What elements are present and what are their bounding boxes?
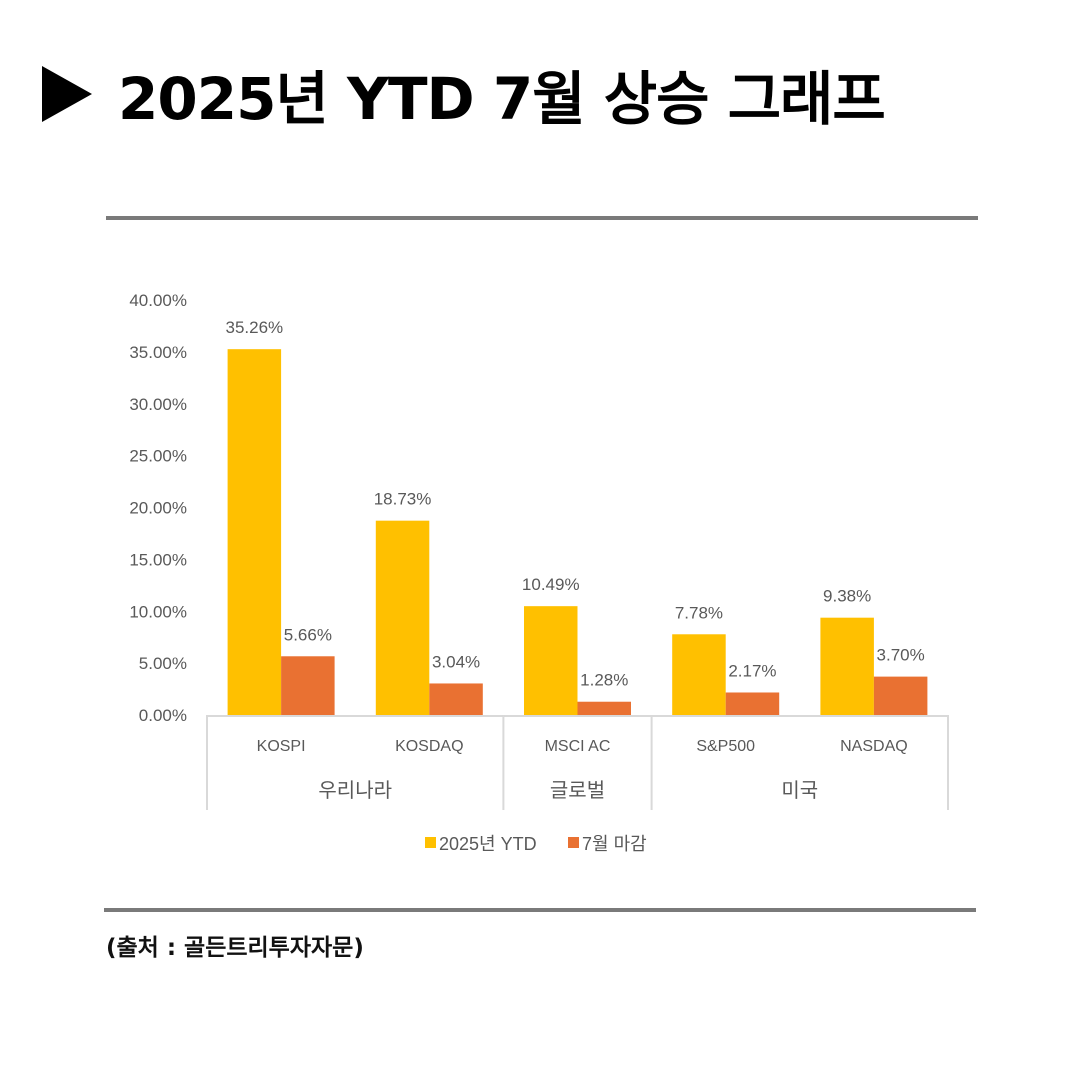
x-tick-label: KOSDAQ [395,738,463,755]
data-label: 3.04% [432,652,480,671]
data-label: 18.73% [374,490,432,509]
y-tick-label: 20.00% [129,499,187,518]
bar-july-3 [725,692,780,715]
y-tick-label: 10.00% [129,602,187,621]
y-tick-label: 15.00% [129,550,187,569]
bar-july-0 [281,656,335,715]
top-divider [106,216,978,220]
x-tick-label: KOSPI [257,738,306,755]
y-tick-label: 30.00% [129,395,187,414]
title-text: 2025년 YTD 7월 상승 그래프 [118,65,886,133]
bar-ytd-4 [820,617,874,715]
legend-label: 7월 마감 [582,834,647,854]
data-label: 2.17% [728,661,776,680]
page-title: 2025년 YTD 7월 상승 그래프 [42,52,886,136]
data-label: 1.28% [580,671,628,690]
data-label: 7.78% [675,603,723,622]
source-caption: (출처 : 골든트리투자자문) [106,935,364,961]
legend-swatch-1 [568,837,579,848]
bar-ytd-3 [672,634,726,715]
data-label: 9.38% [823,587,871,606]
bar-ytd-0 [227,349,282,715]
bar-july-2 [577,701,631,715]
data-label: 10.49% [522,575,580,594]
y-tick-label: 25.00% [129,447,187,466]
x-tick-label: NASDAQ [840,738,908,755]
bottom-divider [104,908,976,912]
bar-july-4 [873,676,928,715]
group-label: 우리나라 [318,779,392,802]
bar-ytd-1 [375,520,430,715]
bar-july-1 [429,683,483,715]
data-label: 5.66% [284,625,332,644]
group-label: 미국 [781,779,818,802]
y-tick-label: 0.00% [139,706,187,725]
y-tick-label: 40.00% [129,291,187,310]
legend-label: 2025년 YTD [439,834,537,854]
data-label: 35.26% [226,318,284,337]
x-tick-label: MSCI AC [545,738,611,755]
x-tick-label: S&P500 [696,738,755,755]
y-tick-label: 5.00% [139,654,187,673]
play-triangle-icon [42,66,92,122]
y-tick-label: 35.00% [129,343,187,362]
data-label: 3.70% [877,646,925,665]
legend-swatch-0 [425,837,436,848]
group-label: 글로벌 [550,779,605,802]
bar-ytd-2 [524,606,578,715]
